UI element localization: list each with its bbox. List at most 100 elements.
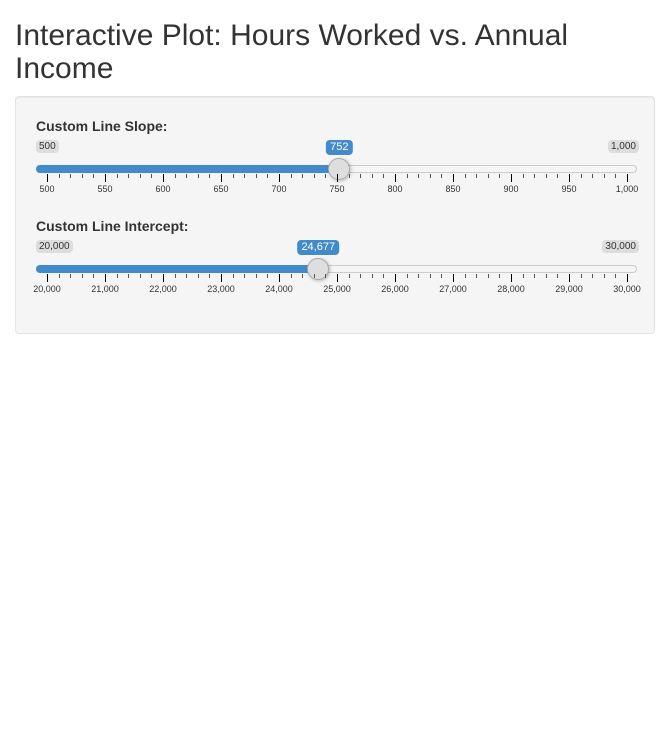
slope-slider-tick-label: 950 xyxy=(561,184,577,194)
intercept-slider-minor-tick xyxy=(70,274,72,278)
intercept-slider-major-tick xyxy=(569,274,570,282)
slope-slider-major-tick xyxy=(569,174,570,182)
intercept-slider-tick-label: 24,000 xyxy=(265,284,293,294)
intercept-slider-tick-label: 28,000 xyxy=(497,284,525,294)
slope-slider-major-tick xyxy=(453,174,454,182)
slope-slider-minor-tick xyxy=(499,174,501,178)
intercept-slider-tick-label: 23,000 xyxy=(207,284,235,294)
intercept-slider-ticks: 20,000 21,000 22,000 23,000 24,000 25,000 26,0… xyxy=(33,274,641,294)
intercept-slider-minor-tick xyxy=(557,274,559,278)
intercept-slider-handle[interactable] xyxy=(307,258,330,280)
intercept-slider-minor-tick xyxy=(441,274,443,278)
slope-slider-minor-tick xyxy=(557,174,559,178)
intercept-slider-major-tick xyxy=(511,274,512,282)
slope-slider-minor-tick xyxy=(325,174,327,178)
slope-slider-major-tick xyxy=(163,174,164,182)
intercept-slider-minor-tick xyxy=(464,274,466,278)
intercept-slider-tick-label: 21,000 xyxy=(91,284,119,294)
slope-slider-major-tick xyxy=(279,174,280,182)
slope-slider-major-tick xyxy=(221,174,222,182)
intercept-slider-minor-tick xyxy=(267,274,269,278)
slope-slider-control: Custom Line Slope: 500 1,000 752 500 550 6… xyxy=(36,118,639,198)
page-title: Interactive Plot: Hours Worked vs. Annua… xyxy=(15,19,569,85)
slope-slider-minor-tick xyxy=(615,174,617,178)
intercept-slider-minor-tick xyxy=(476,274,478,278)
slope-slider-minor-tick xyxy=(244,174,246,178)
slope-slider-major-tick xyxy=(627,174,628,182)
slope-slider-minor-tick xyxy=(313,174,315,178)
intercept-slider-minor-tick xyxy=(81,274,83,278)
intercept-slider-minor-tick xyxy=(186,274,188,278)
slope-slider-minor-tick xyxy=(522,174,524,178)
intercept-slider-major-tick xyxy=(221,274,222,282)
slope-slider-minor-tick xyxy=(255,174,257,178)
slope-slider-tick-label: 750 xyxy=(329,184,345,194)
slope-slider-minor-tick xyxy=(406,174,408,178)
intercept-slider-minor-tick xyxy=(499,274,501,278)
intercept-slider-tick-label: 27,000 xyxy=(439,284,467,294)
intercept-slider-minor-tick xyxy=(592,274,594,278)
slope-slider-minor-tick xyxy=(81,174,83,178)
intercept-slider-minor-tick xyxy=(429,274,431,278)
intercept-slider-minor-tick xyxy=(406,274,408,278)
slope-slider-major-tick xyxy=(105,174,106,182)
slope-slider-major-tick xyxy=(395,174,396,182)
slope-slider-minor-tick xyxy=(197,174,199,178)
slope-slider-tick-label: 1,000 xyxy=(615,184,639,194)
slope-slider-minor-tick xyxy=(209,174,211,178)
slope-slider-min-label: 500 xyxy=(36,140,59,153)
intercept-slider-minor-tick xyxy=(244,274,246,278)
intercept-slider-minor-tick xyxy=(545,274,547,278)
slope-slider-minor-tick xyxy=(603,174,605,178)
slope-slider-minor-tick xyxy=(580,174,582,178)
slope-slider-minor-tick xyxy=(290,174,292,178)
intercept-slider-minor-tick xyxy=(151,274,153,278)
intercept-slider-minor-tick xyxy=(418,274,420,278)
slope-slider-tick-label: 500 xyxy=(39,184,55,194)
intercept-slider-major-tick xyxy=(453,274,454,282)
slope-slider-minor-tick xyxy=(139,174,141,178)
intercept-slider-tick-label: 30,000 xyxy=(613,284,641,294)
intercept-slider-value-badge: 24,677 xyxy=(297,240,340,255)
slope-slider-minor-tick xyxy=(232,174,234,178)
slope-slider-minor-tick xyxy=(174,174,176,178)
intercept-slider-minor-tick xyxy=(139,274,141,278)
intercept-slider-major-tick xyxy=(279,274,280,282)
intercept-slider-minor-tick xyxy=(383,274,385,278)
intercept-slider-minor-tick xyxy=(232,274,234,278)
intercept-slider-major-tick xyxy=(395,274,396,282)
slope-slider-label: Custom Line Slope: xyxy=(36,118,168,134)
intercept-slider-minor-tick xyxy=(371,274,373,278)
slope-slider-minor-tick xyxy=(476,174,478,178)
slope-slider-minor-tick xyxy=(441,174,443,178)
slope-slider-minor-tick xyxy=(429,174,431,178)
intercept-slider-major-tick xyxy=(627,274,628,282)
slope-slider-minor-tick xyxy=(487,174,489,178)
slope-slider-handle[interactable] xyxy=(328,158,351,180)
intercept-slider-minor-tick xyxy=(325,274,327,278)
slope-slider-minor-tick xyxy=(302,174,304,178)
intercept-slider-minor-tick xyxy=(209,274,211,278)
intercept-slider-minor-tick xyxy=(615,274,617,278)
intercept-slider-minor-tick xyxy=(313,274,315,278)
intercept-slider-tick-label: 26,000 xyxy=(381,284,409,294)
intercept-slider-major-tick xyxy=(47,274,48,282)
intercept-slider-minor-tick xyxy=(348,274,350,278)
intercept-slider-minor-tick xyxy=(58,274,60,278)
slope-slider-minor-tick xyxy=(116,174,118,178)
intercept-slider-minor-tick xyxy=(93,274,95,278)
slope-slider-tick-label: 700 xyxy=(271,184,287,194)
slope-slider-tick-label: 550 xyxy=(97,184,113,194)
slope-slider-minor-tick xyxy=(186,174,188,178)
intercept-slider-minor-tick xyxy=(302,274,304,278)
intercept-slider-minor-tick xyxy=(603,274,605,278)
intercept-slider-major-tick xyxy=(105,274,106,282)
slope-slider-minor-tick xyxy=(128,174,130,178)
slope-slider-minor-tick xyxy=(464,174,466,178)
slope-slider-value-badge: 752 xyxy=(326,140,353,155)
intercept-slider-tick-label: 25,000 xyxy=(323,284,351,294)
intercept-slider-minor-tick xyxy=(128,274,130,278)
intercept-slider-minor-tick xyxy=(116,274,118,278)
slope-slider-tick-label: 650 xyxy=(213,184,229,194)
intercept-slider-min-label: 20,000 xyxy=(36,240,73,253)
